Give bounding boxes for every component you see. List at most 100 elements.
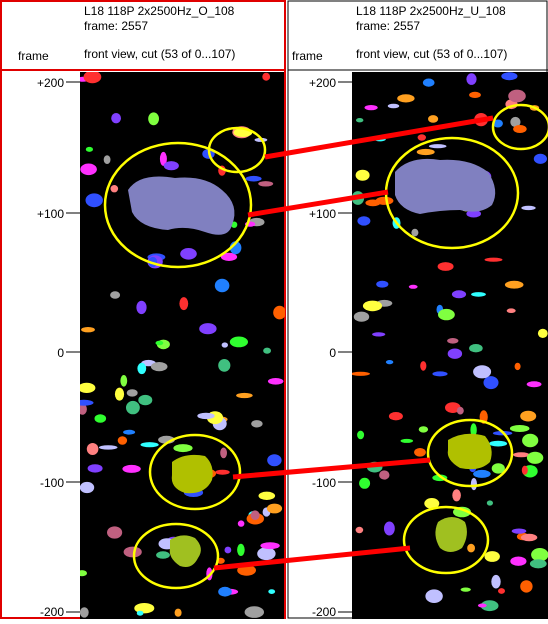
highlight-group [103,103,548,590]
blob [437,262,454,271]
blob [375,196,394,205]
blob [417,134,426,141]
blob [504,280,524,289]
blob [424,498,440,509]
blob [508,89,526,103]
blob [520,410,537,422]
highlight-circle [103,141,253,269]
blob [469,91,481,98]
blob [397,94,415,103]
highlight-circle [132,522,220,590]
blob [267,378,284,385]
blob [85,146,93,152]
blob [273,305,285,320]
blob [522,433,539,448]
blob [199,323,217,335]
blob [376,280,389,288]
blob [83,72,102,84]
feature-blob [447,433,492,470]
blob [155,340,164,346]
blob [120,375,128,387]
axis-label: -100 [40,476,64,490]
blob [111,113,121,124]
frame-line: frame: 2557 [356,19,420,33]
blob [513,452,530,458]
blob [379,470,390,480]
blob [414,448,426,457]
blob [251,420,263,428]
blob [469,344,483,353]
blob [218,586,232,597]
blob [521,465,528,475]
blob [258,181,274,187]
blob [362,300,383,312]
blob [218,359,231,372]
blob [123,546,142,558]
blob [136,610,144,616]
blob [510,556,527,566]
connector-group [213,115,494,571]
blob [110,185,119,193]
blob [103,155,111,165]
blob [506,308,516,314]
blob [148,112,160,126]
blob [408,284,418,289]
blob [385,360,394,365]
blob [221,342,228,348]
blob [257,547,276,561]
blob [229,336,248,348]
blob [237,543,245,557]
blob [388,412,403,421]
blob [244,606,264,618]
connector [232,457,431,480]
blob [422,78,435,87]
blob [484,551,500,562]
blob [477,603,487,608]
blob [438,308,455,321]
blob [357,430,365,440]
axis-label: +100 [37,207,64,221]
blob [356,118,364,123]
blob [484,257,503,262]
blob [80,403,87,415]
blob [215,469,230,475]
blob [174,608,182,617]
blob [509,425,530,432]
highlight-circle [491,103,548,151]
blob [526,381,542,388]
blob [353,311,370,322]
blob [136,300,147,315]
blob [80,481,95,494]
blob [533,153,548,164]
large-blob [395,158,496,214]
blob [425,589,443,603]
blob [156,551,170,559]
blob [445,402,461,413]
blob [114,387,125,401]
blob [357,216,371,226]
blob [197,412,215,420]
blob [163,161,179,171]
blob [159,151,167,166]
axis-label: -200 [312,605,336,619]
large-blob [128,176,235,235]
blob [511,528,527,534]
blob [107,526,123,539]
blob [416,148,435,156]
blob [510,116,521,128]
blob [80,163,97,176]
blob [498,588,505,594]
blob [117,436,128,445]
blob [372,332,386,337]
blob [260,542,280,550]
frame-label: frame [18,49,49,63]
view-line: front view, cut (53 of 0...107) [84,47,235,61]
blob [262,72,271,81]
panel-title: L18 118P 2x2500Hz_U_108 [356,4,506,18]
blob [179,297,189,311]
blob [267,454,282,467]
blob [418,426,429,433]
blob [489,440,508,447]
